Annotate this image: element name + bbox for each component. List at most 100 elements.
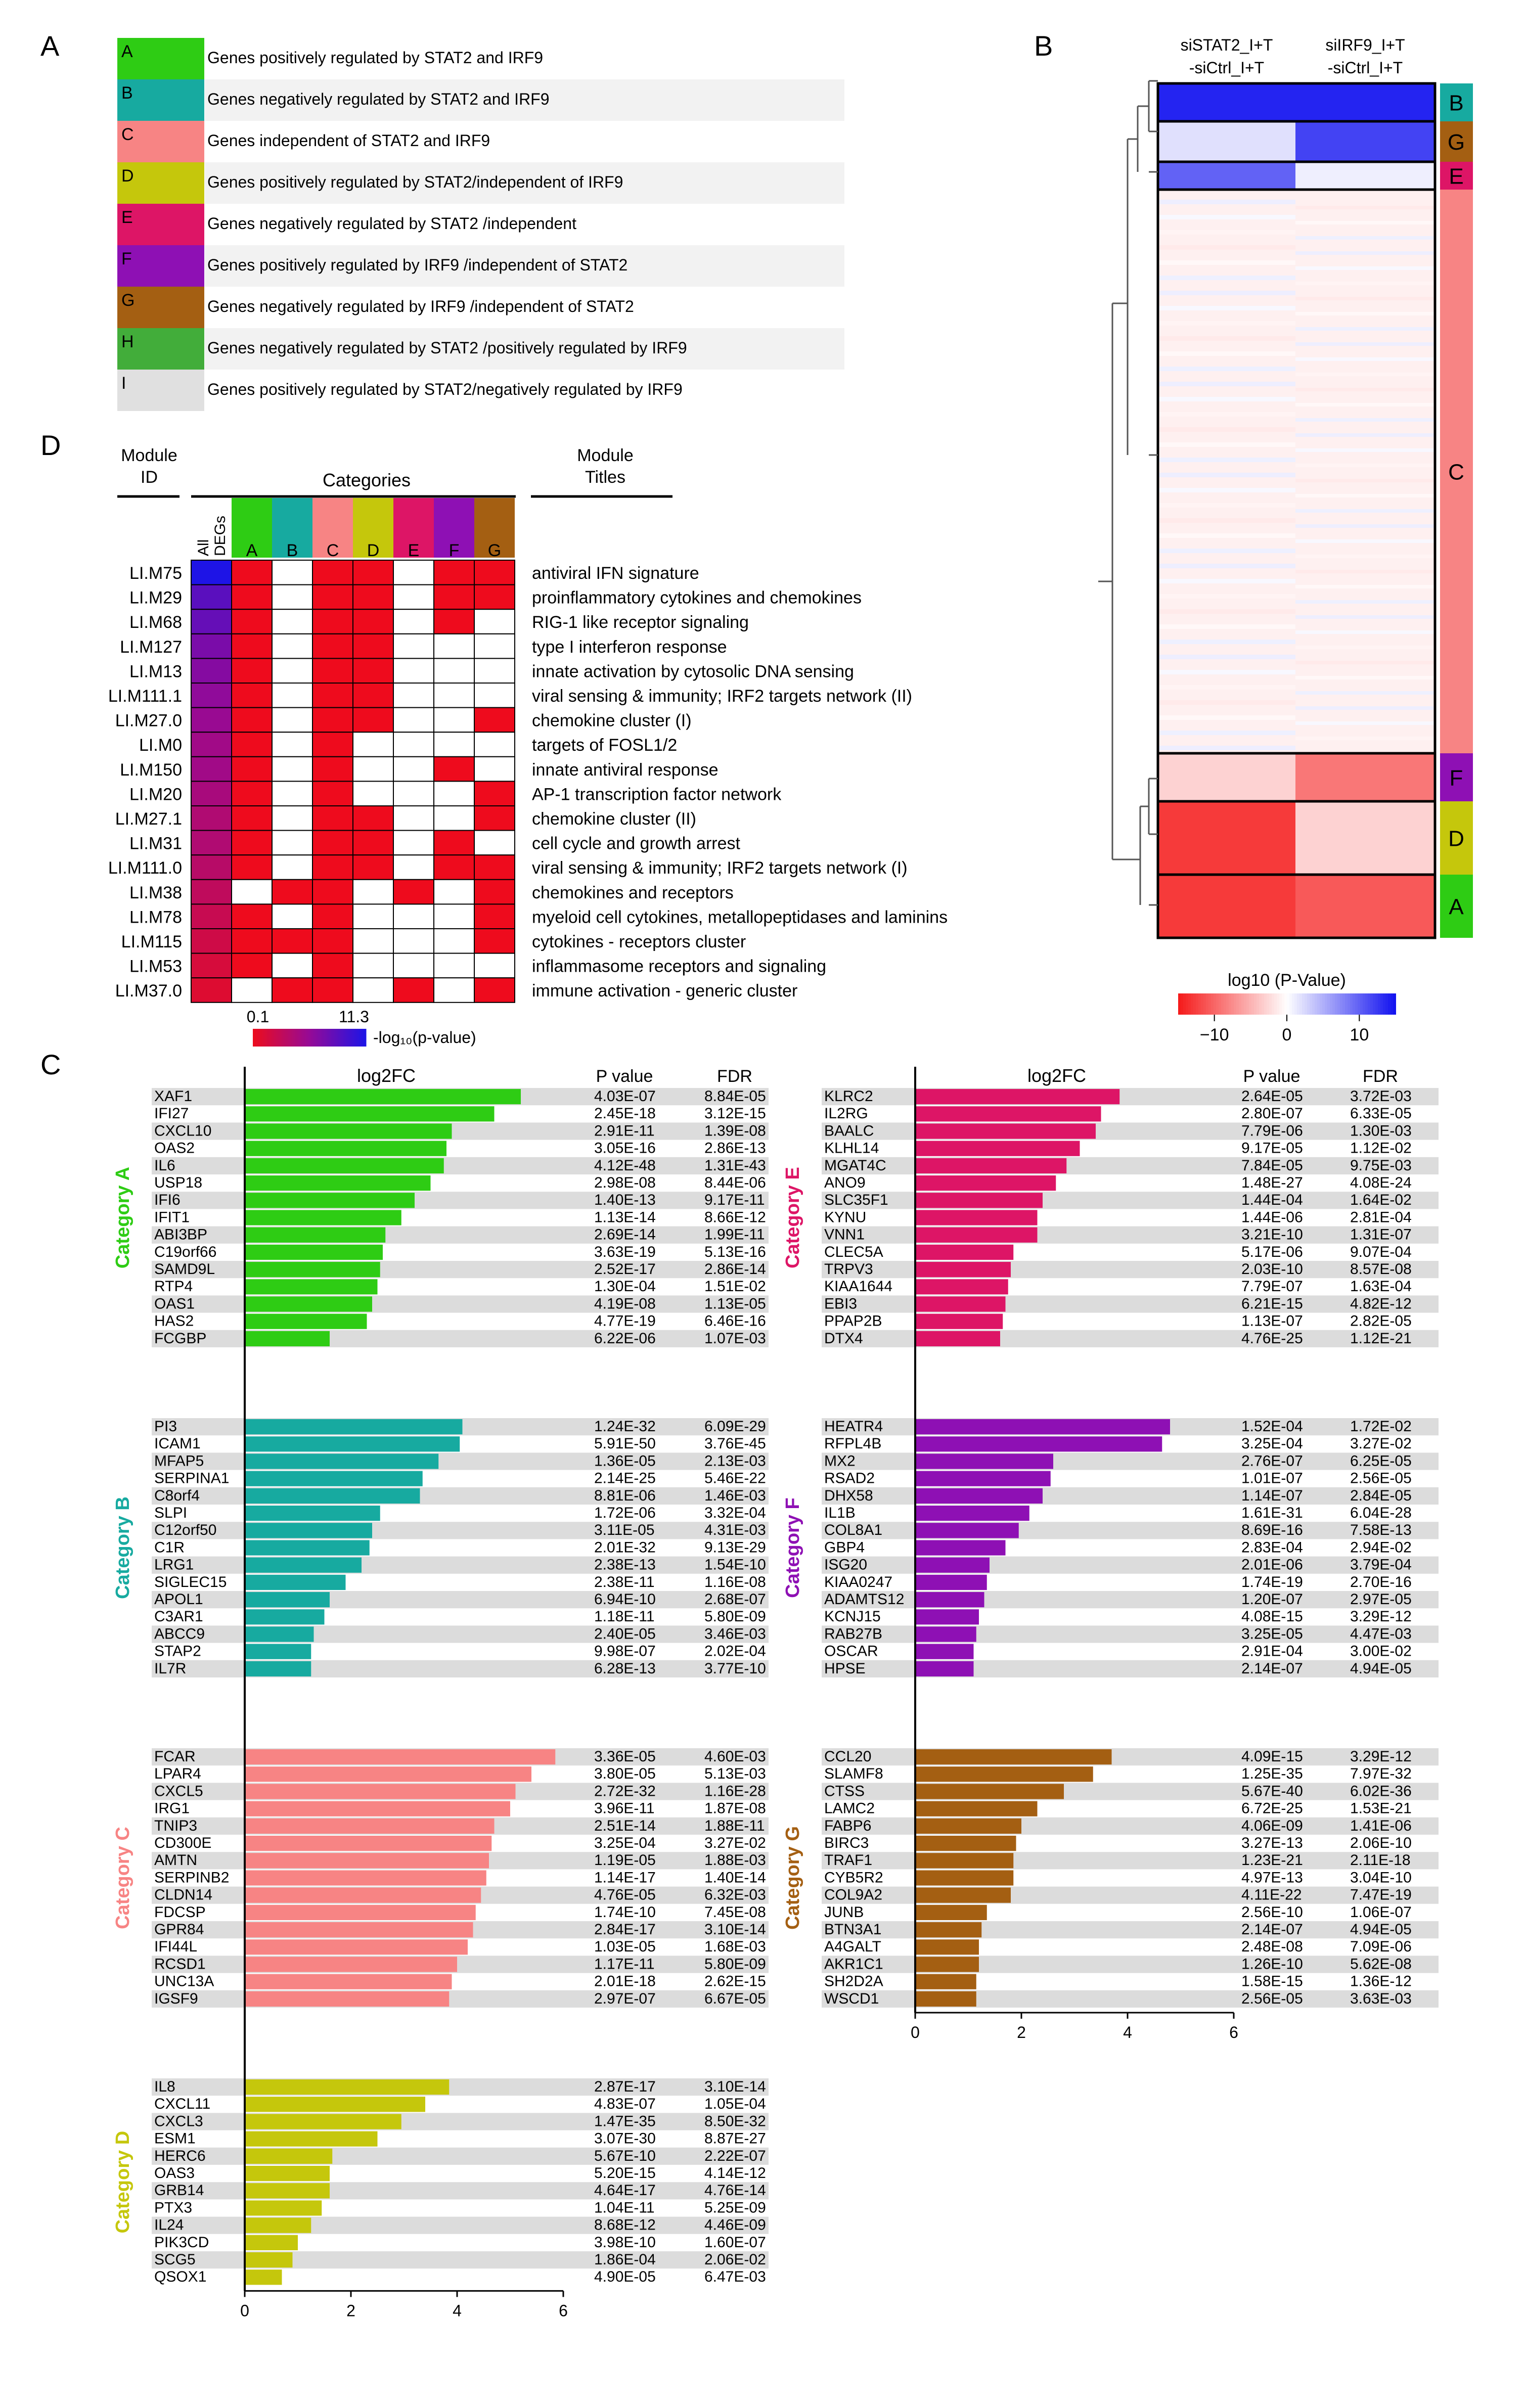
p-value: 4.06E-09 — [1241, 1818, 1303, 1834]
colorbar-step — [261, 1029, 264, 1047]
p-value: 4.77E-19 — [594, 1313, 656, 1330]
p-value: 2.76E-07 — [1241, 1452, 1303, 1469]
p-value: 4.11E-22 — [1241, 1887, 1302, 1903]
fdr-value: 3.27E-02 — [704, 1835, 766, 1851]
x-tick-label: 4 — [1123, 2023, 1132, 2041]
enrichment-cell — [352, 560, 394, 585]
fdr-value: 8.57E-08 — [1350, 1261, 1412, 1278]
bar — [245, 1626, 314, 1642]
heatmap-row-stripe — [1295, 373, 1435, 376]
module-id: LI.M13 — [129, 662, 182, 681]
legend-code: E — [121, 208, 133, 227]
module-id: LI.M38 — [129, 883, 182, 902]
fdr-value: 6.04E-28 — [1350, 1505, 1412, 1521]
colorbar-step — [329, 1029, 331, 1047]
bar — [915, 1244, 1014, 1260]
colorbar-tick-label: −10 — [1200, 1025, 1229, 1044]
fdr-value: 4.47E-03 — [1350, 1625, 1412, 1642]
enrichment-cell — [474, 805, 515, 831]
heatmap-row-stripe — [1295, 448, 1435, 452]
enrichment-cell — [312, 977, 353, 1003]
module-id: LI.M111.1 — [108, 687, 182, 706]
gene-label: WSCD1 — [824, 1990, 879, 2007]
colorbar-step — [290, 1029, 292, 1047]
p-value: 1.13E-14 — [594, 1209, 656, 1225]
heatmap-row-stripe — [1295, 539, 1435, 543]
module-id: LI.M150 — [120, 760, 182, 780]
gene-label: SAMD9L — [154, 1261, 215, 1278]
colorbar-step — [315, 1029, 317, 1047]
p-value: 8.68E-12 — [594, 2217, 656, 2234]
p-value: 6.22E-06 — [594, 1330, 656, 1347]
colorbar-step — [327, 1029, 329, 1047]
gene-label: C12orf50 — [154, 1522, 216, 1538]
heatmap-row-stripe — [1295, 236, 1435, 240]
category-column-label: B — [287, 541, 298, 560]
colorbar-step — [283, 1029, 285, 1047]
colorbar-step — [276, 1029, 278, 1047]
fdr-value: 2.56E-05 — [1350, 1470, 1412, 1487]
colorbar-step — [288, 1029, 290, 1047]
p-value: 1.74E-10 — [594, 1904, 656, 1921]
module-id: LI.M68 — [129, 613, 182, 632]
heatmap-block-stat2 — [1158, 190, 1295, 753]
p-value: 3.25E-04 — [594, 1835, 656, 1851]
colorbar-step — [1282, 993, 1285, 1015]
fdr-value: 7.97E-32 — [1350, 1765, 1412, 1782]
enrichment-cell — [474, 879, 515, 905]
fdr-value: 5.13E-16 — [704, 1244, 766, 1260]
category-header-b — [272, 498, 312, 558]
bar — [245, 2217, 311, 2233]
heatmap-row-stripe — [1158, 488, 1295, 492]
heatmap-block-stat2 — [1158, 83, 1295, 121]
fdr-value: 3.77E-10 — [704, 1660, 766, 1677]
colorbar-step — [1373, 993, 1376, 1015]
enrichment-cell — [191, 633, 232, 659]
enrichment-cell — [393, 977, 434, 1003]
column-header: -siCtrl_I+T — [1328, 59, 1403, 77]
bar — [245, 1089, 521, 1105]
enrichment-cell — [352, 732, 394, 757]
fdr-value: 2.22E-07 — [704, 2148, 766, 2164]
colorbar-step — [1383, 993, 1386, 1015]
gene-label: AKR1C1 — [824, 1956, 883, 1972]
colorbar-step — [1211, 993, 1214, 1015]
enrichment-cell — [272, 903, 313, 930]
gene-label: OAS3 — [154, 2165, 195, 2182]
enrichment-cell — [433, 879, 475, 905]
fdr-value: 6.09E-29 — [704, 1418, 766, 1435]
colorbar-step — [1342, 993, 1345, 1015]
fdr-value: 3.10E-14 — [704, 1921, 766, 1938]
column-header: siSTAT2_I+T — [1181, 36, 1273, 54]
module-title: viral sensing & immunity; IRF2 targets n… — [532, 687, 912, 706]
gene-label: SIGLEC15 — [154, 1574, 227, 1591]
colorbar-step — [1312, 993, 1315, 1015]
gene-label: CTSS — [824, 1783, 865, 1799]
heatmap-row-stripe — [1295, 342, 1435, 346]
heatmap-row-stripe — [1158, 533, 1295, 538]
p-value: 3.27E-13 — [1241, 1835, 1303, 1851]
bar — [915, 1158, 1067, 1173]
fdr-value: 1.51E-02 — [704, 1278, 766, 1295]
colorbar-step — [1287, 993, 1290, 1015]
fdr-value: 1.60E-07 — [704, 2234, 766, 2251]
heatmap-row-stripe — [1295, 494, 1435, 497]
p-value: 2.45E-18 — [594, 1105, 656, 1122]
colorbar-label: -log₁₀(p-value) — [373, 1028, 476, 1047]
category-label: Category C — [112, 1827, 133, 1929]
colorbar-step — [1330, 993, 1333, 1015]
legend-code: G — [121, 291, 134, 310]
bar — [245, 1488, 420, 1504]
bar — [245, 2235, 298, 2250]
gene-label: CCL20 — [824, 1748, 871, 1765]
enrichment-cell — [272, 977, 313, 1003]
enrichment-cell — [474, 658, 515, 684]
bar — [245, 2114, 401, 2129]
gene-label: FCAR — [154, 1748, 196, 1765]
colorbar-step — [1219, 993, 1222, 1015]
bar — [915, 1784, 1064, 1799]
fdr-value: 2.86E-13 — [704, 1140, 766, 1157]
p-value: 2.87E-17 — [594, 2078, 656, 2095]
colorbar-step — [1264, 993, 1267, 1015]
heatmap-row-stripe — [1295, 706, 1435, 710]
